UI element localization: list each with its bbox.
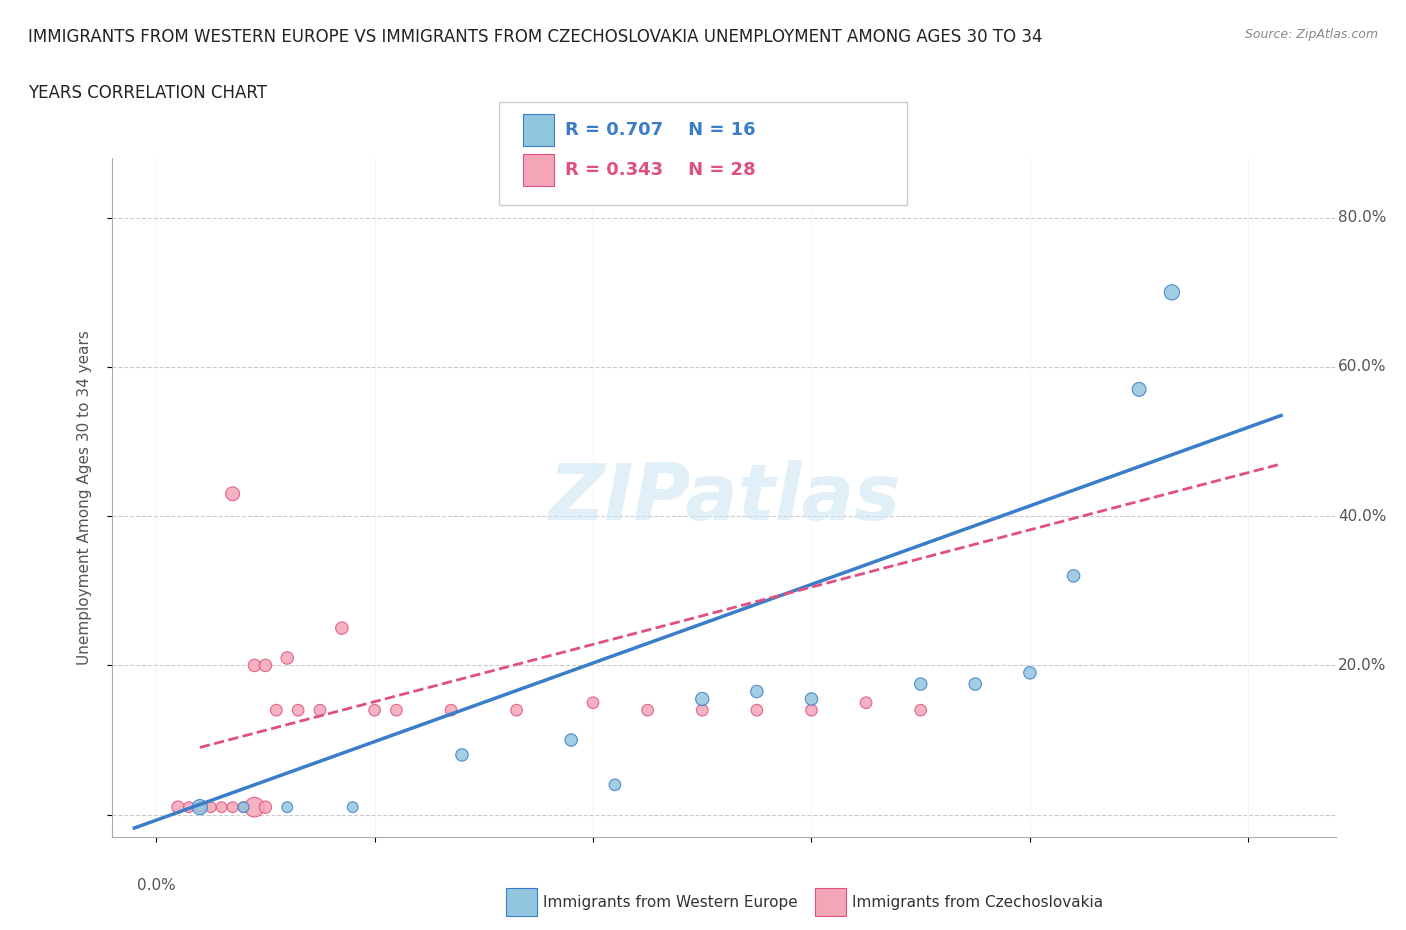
Point [221, 486, 243, 501]
Point [276, 800, 298, 815]
Point [910, 677, 932, 692]
Point [440, 703, 463, 718]
Point [505, 703, 527, 718]
Point [637, 703, 659, 718]
Point [188, 800, 211, 815]
Text: 20.0%: 20.0% [1339, 658, 1386, 673]
Point [177, 800, 200, 815]
Point [451, 748, 474, 763]
Point [560, 733, 582, 748]
Point [232, 800, 254, 815]
Text: R = 0.343    N = 28: R = 0.343 N = 28 [565, 161, 756, 179]
Point [690, 692, 713, 707]
Point [200, 800, 222, 815]
Point [254, 800, 277, 815]
Text: 0.0%: 0.0% [136, 878, 176, 893]
Point [800, 692, 823, 707]
Point [330, 620, 353, 635]
Text: 60.0%: 60.0% [1339, 360, 1386, 375]
Point [582, 696, 605, 711]
Point [232, 800, 254, 815]
Y-axis label: Unemployment Among Ages 30 to 34 years: Unemployment Among Ages 30 to 34 years [77, 330, 91, 665]
Point [385, 703, 408, 718]
Point [221, 800, 243, 815]
Point [800, 703, 823, 718]
Point [745, 703, 768, 718]
Point [690, 703, 713, 718]
Point [266, 703, 288, 718]
Text: R = 0.707    N = 16: R = 0.707 N = 16 [565, 121, 756, 140]
Point [287, 703, 309, 718]
Point [1128, 382, 1150, 397]
Point [243, 800, 266, 815]
Point [188, 800, 211, 815]
Text: Immigrants from Czechoslovakia: Immigrants from Czechoslovakia [852, 895, 1104, 910]
Point [342, 800, 364, 815]
Point [211, 800, 233, 815]
Text: 40.0%: 40.0% [1339, 509, 1386, 524]
Point [855, 696, 877, 711]
Point [1160, 285, 1182, 299]
Text: YEARS CORRELATION CHART: YEARS CORRELATION CHART [28, 84, 267, 101]
Point [309, 703, 332, 718]
Point [363, 703, 385, 718]
Point [167, 800, 190, 815]
Text: Source: ZipAtlas.com: Source: ZipAtlas.com [1244, 28, 1378, 41]
Text: 80.0%: 80.0% [1339, 210, 1386, 225]
Text: Immigrants from Western Europe: Immigrants from Western Europe [543, 895, 797, 910]
Point [745, 684, 768, 699]
Text: IMMIGRANTS FROM WESTERN EUROPE VS IMMIGRANTS FROM CZECHOSLOVAKIA UNEMPLOYMENT AM: IMMIGRANTS FROM WESTERN EUROPE VS IMMIGR… [28, 28, 1043, 46]
Point [603, 777, 626, 792]
Point [254, 658, 277, 672]
Text: ZIPatlas: ZIPatlas [548, 459, 900, 536]
Point [276, 650, 298, 665]
Point [965, 677, 987, 692]
Point [1018, 666, 1040, 681]
Point [243, 658, 266, 672]
Point [910, 703, 932, 718]
Point [1063, 568, 1085, 583]
